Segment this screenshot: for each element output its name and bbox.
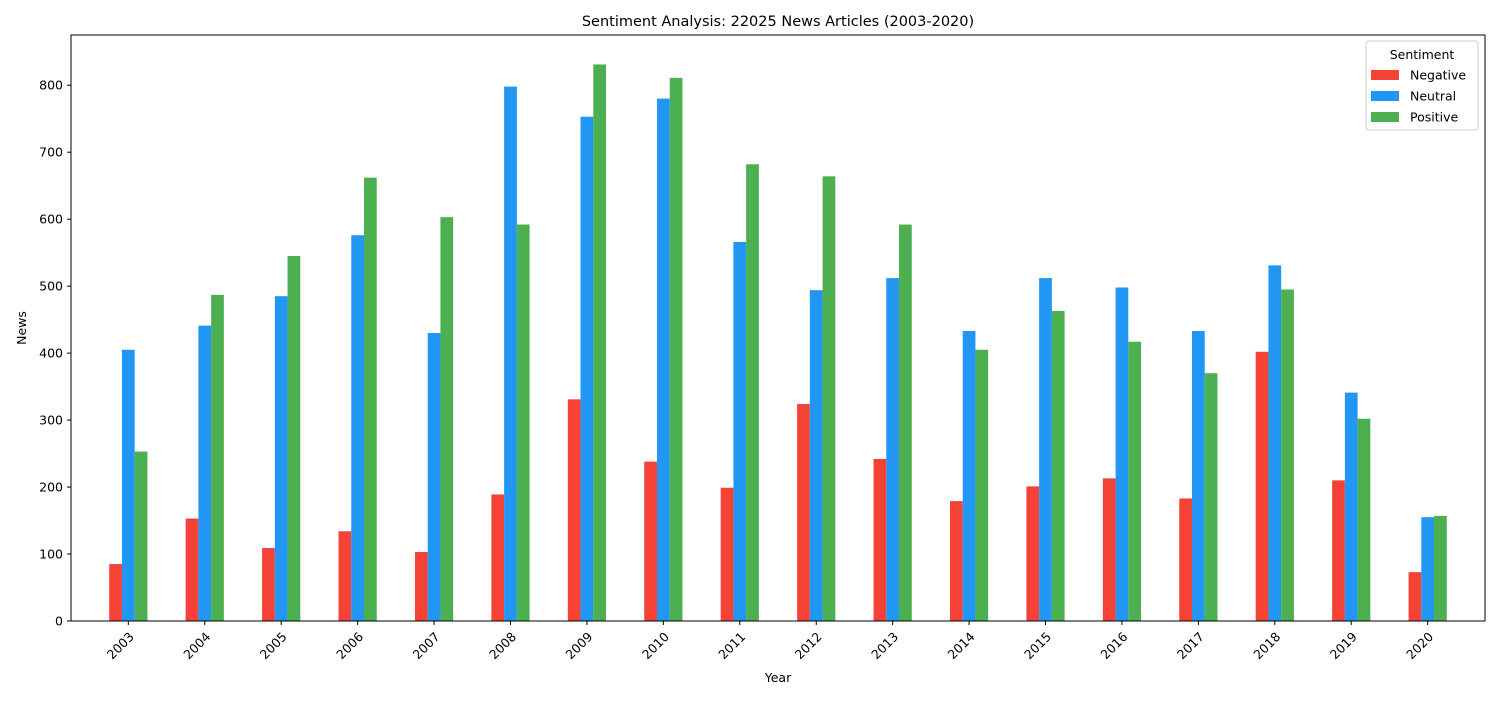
bars-layer [109,64,1447,622]
legend-label-neutral: Neutral [1410,89,1456,104]
bar-neutral-2014 [962,331,976,621]
bar-negative-2006 [338,531,352,621]
bar-neutral-2011 [733,241,747,621]
y-tick-label: 600 [39,212,63,227]
bar-neutral-2006 [351,235,364,622]
bar-positive-2019 [1357,418,1371,621]
legend-swatch-negative [1371,70,1399,80]
legend-swatch-positive [1371,112,1399,122]
legend-title: Sentiment [1390,47,1455,62]
bar-negative-2013 [873,458,887,621]
chart-title: Sentiment Analysis: 22025 News Articles … [582,14,974,30]
legend: Sentiment Negative Neutral Positive [1365,40,1479,131]
bar-negative-2016 [1102,478,1116,621]
bar-neutral-2017 [1192,331,1205,621]
bar-neutral-2018 [1268,265,1282,621]
bar-positive-2016 [1128,341,1142,621]
bar-negative-2015 [1026,486,1040,621]
bar-neutral-2012 [809,290,823,621]
bar-negative-2007 [414,552,428,621]
bar-negative-2017 [1179,498,1193,621]
y-tick-label: 300 [39,413,63,428]
bar-negative-2005 [262,548,275,621]
bar-positive-2017 [1204,373,1218,621]
bar-negative-2010 [644,461,657,621]
bar-negative-2019 [1332,480,1345,621]
bar-negative-2004 [185,518,199,621]
legend-label-positive: Positive [1410,110,1458,125]
bar-neutral-2013 [886,278,900,621]
bar-neutral-2003 [121,349,135,621]
bar-positive-2011 [746,164,759,621]
bar-neutral-2015 [1039,278,1052,621]
bar-positive-2004 [211,294,224,621]
x-axis-label: Year [764,670,792,685]
y-tick-label: 200 [39,480,63,495]
bar-neutral-2010 [656,98,670,622]
y-tick-label: 0 [55,614,63,629]
y-tick-label: 700 [39,145,63,160]
legend-swatch-neutral [1371,91,1399,101]
y-tick-label: 500 [39,279,63,294]
legend-entries: Negative Neutral Positive [1371,68,1466,125]
bar-positive-2005 [287,256,301,621]
bar-negative-2011 [720,487,734,621]
bar-positive-2008 [516,224,530,621]
bar-positive-2012 [822,176,836,621]
bar-neutral-2020 [1421,517,1435,621]
y-tick-label: 100 [39,547,63,562]
bar-neutral-2009 [580,116,594,622]
bar-neutral-2007 [427,333,441,621]
bar-negative-2008 [491,494,505,621]
bar-positive-2020 [1434,515,1447,621]
bar-negative-2003 [109,564,122,621]
bar-positive-2006 [363,177,377,621]
y-axis: 0 100 200 300 400 500 600 700 800 [39,78,71,629]
bar-negative-2020 [1408,572,1422,621]
bar-negative-2018 [1255,351,1269,621]
legend-label-negative: Negative [1410,68,1466,83]
bar-positive-2010 [669,77,683,622]
bar-positive-2018 [1281,289,1294,621]
bar-positive-2003 [134,451,148,621]
bar-positive-2015 [1051,310,1065,621]
bar-negative-2009 [567,399,581,621]
bar-neutral-2004 [198,325,212,621]
y-tick-label: 800 [39,78,63,93]
bar-negative-2012 [797,404,810,621]
y-tick-label: 400 [39,346,63,361]
plot-frame [70,34,1486,622]
bar-neutral-2016 [1115,287,1129,621]
bar-positive-2007 [440,217,454,621]
bar-neutral-2019 [1344,392,1358,621]
bar-positive-2014 [975,349,989,621]
bar-neutral-2005 [274,296,288,621]
bar-negative-2014 [949,501,963,621]
bar-positive-2013 [899,224,912,621]
legend-box [1365,40,1479,131]
bar-positive-2009 [593,64,607,622]
y-axis-label: News [14,311,29,345]
bar-neutral-2008 [504,86,517,621]
